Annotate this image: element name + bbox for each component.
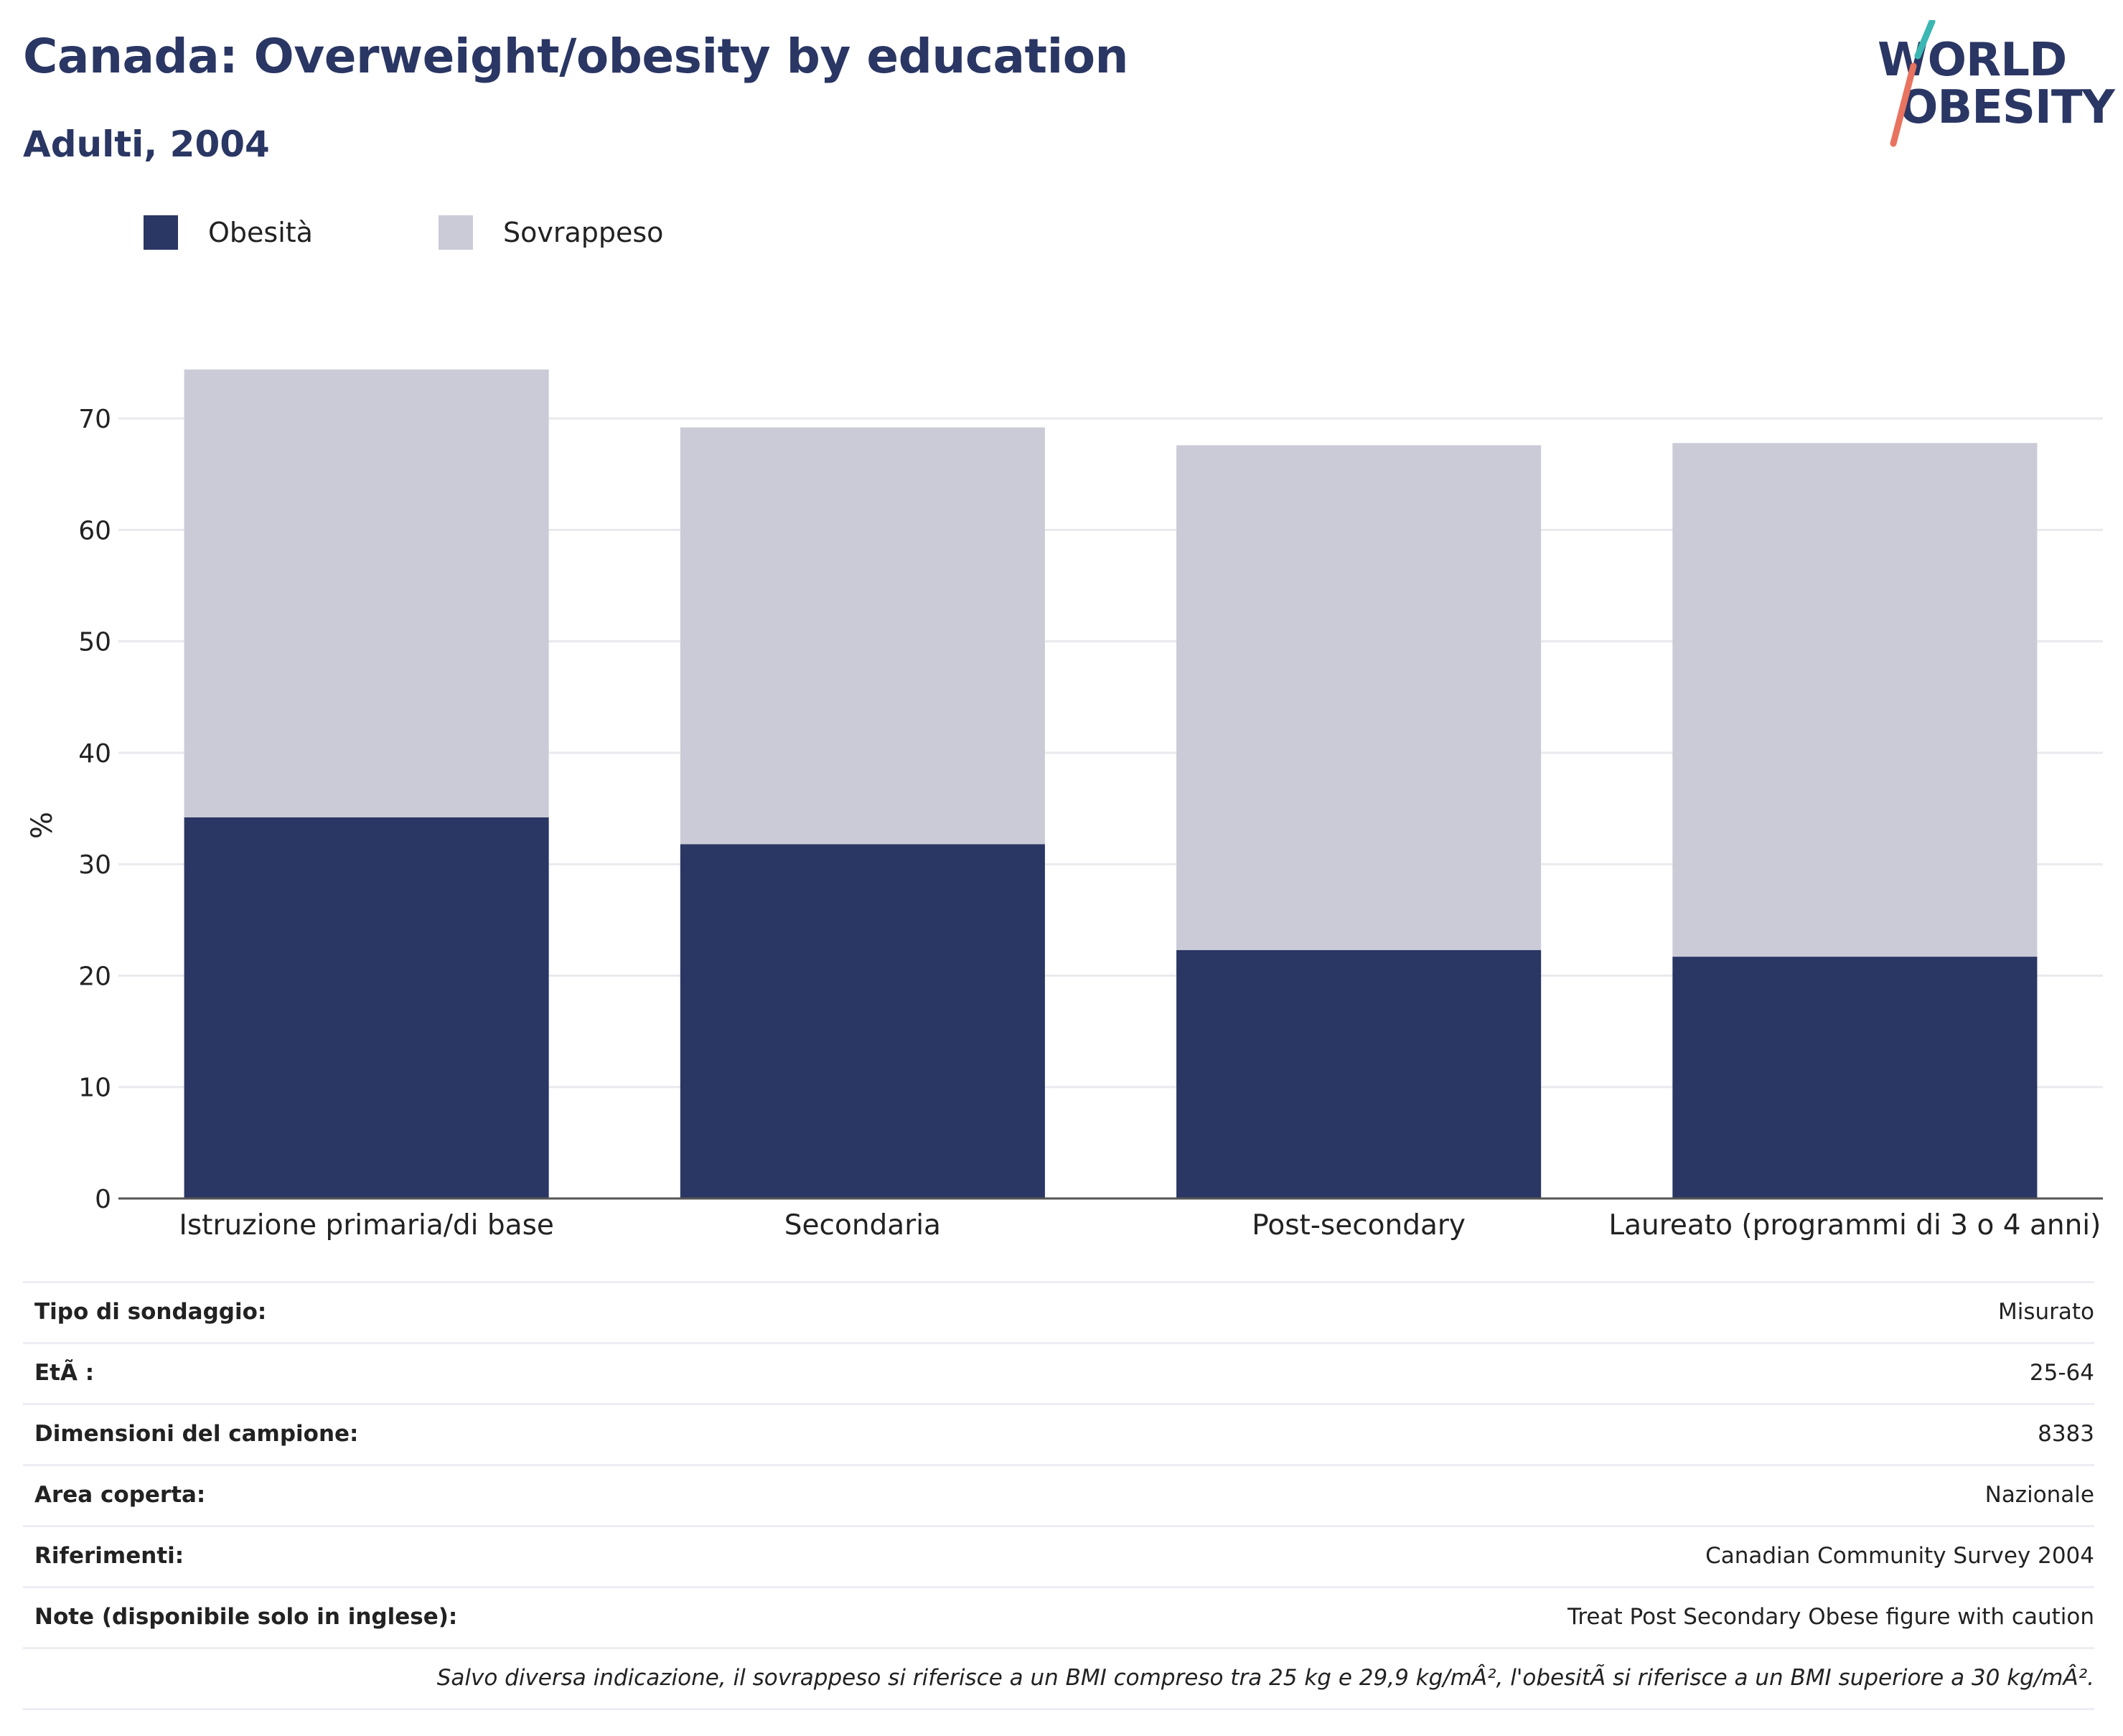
y-tick-label: 20 — [78, 962, 111, 991]
info-row: Area coperta: Nazionale — [23, 1464, 2094, 1525]
info-value: Canadian Community Survey 2004 — [1705, 1543, 2094, 1569]
y-tick-label: 60 — [78, 516, 111, 545]
logo-slash-icon — [1890, 20, 1936, 147]
info-key: EtÃ : — [34, 1360, 95, 1386]
bars — [184, 369, 2038, 1198]
bar-overweight[interactable] — [1176, 445, 1542, 950]
x-tick-label: Post-secondary — [1252, 1209, 1466, 1242]
info-value: 8383 — [2038, 1421, 2094, 1447]
bar-overweight[interactable] — [1672, 443, 2038, 957]
info-key: Dimensioni del campione: — [34, 1421, 359, 1447]
y-tick-label: 50 — [78, 628, 111, 657]
bar-overweight[interactable] — [680, 427, 1045, 845]
chart-title: Canada: Overweight/obesity by education — [23, 29, 1129, 84]
info-value: Misurato — [1997, 1299, 2094, 1325]
y-axis-ticks: 0 10 20 30 40 50 60 70 — [78, 405, 111, 1214]
stacked-bar-chart: 0 10 20 30 40 50 60 70 Istruzione primaria/di b… — [26, 369, 2103, 1242]
bar-obesity[interactable] — [1672, 957, 2038, 1198]
info-key: Tipo di sondaggio: — [34, 1299, 267, 1325]
bar-obesity[interactable] — [184, 817, 549, 1198]
y-tick-label: 40 — [78, 739, 111, 769]
info-row: Riferimenti: Canadian Community Survey 20… — [23, 1525, 2094, 1586]
x-tick-label: Laureato (programmi di 3 o 4 anni) — [1608, 1209, 2101, 1242]
info-row: Note (disponibile solo in inglese): Treat… — [23, 1586, 2094, 1647]
info-value: 25-64 — [2029, 1360, 2094, 1386]
info-row: Dimensioni del campione: 8383 — [23, 1403, 2094, 1464]
info-value: Treat Post Secondary Obese figure with c… — [1567, 1604, 2094, 1630]
legend-label-overweight: Sovrappeso — [503, 217, 664, 248]
legend-swatch-overweight — [439, 215, 473, 250]
info-value: Nazionale — [1984, 1482, 2094, 1508]
info-key: Area coperta: — [34, 1482, 206, 1508]
x-axis-labels: Istruzione primaria/di base Secondaria Pos… — [179, 1209, 2101, 1242]
footnote-text: Salvo diversa indicazione, il sovrappeso… — [436, 1665, 2094, 1691]
footnote: Salvo diversa indicazione, il sovrappeso… — [23, 1647, 2094, 1710]
info-table: Tipo di sondaggio: Misurato EtÃ : 25-64 Dime… — [23, 1281, 2094, 1710]
info-key: Note (disponibile solo in inglese): — [34, 1604, 458, 1630]
chart-subtitle: Adulti, 2004 — [23, 123, 270, 165]
info-row: Tipo di sondaggio: Misurato — [23, 1281, 2094, 1342]
y-tick-label: 10 — [78, 1074, 111, 1103]
y-tick-label: 30 — [78, 850, 111, 880]
logo-word-obesity: OBESITY — [1899, 81, 2115, 134]
legend-label-obesity: Obesità — [208, 217, 313, 248]
info-key: Riferimenti: — [34, 1543, 184, 1569]
y-axis-label: % — [26, 812, 59, 839]
info-row: EtÃ : 25-64 — [23, 1342, 2094, 1403]
bar-obesity[interactable] — [680, 844, 1045, 1198]
y-tick-label: 0 — [95, 1185, 111, 1214]
bar-overweight[interactable] — [184, 369, 549, 817]
y-tick-label: 70 — [78, 405, 111, 434]
world-obesity-logo: WORLD OBESITY — [1866, 20, 2115, 156]
bar-obesity[interactable] — [1176, 949, 1542, 1198]
x-tick-label: Istruzione primaria/di base — [179, 1209, 554, 1242]
x-tick-label: Secondaria — [784, 1209, 941, 1242]
legend-swatch-obesity — [144, 215, 178, 250]
